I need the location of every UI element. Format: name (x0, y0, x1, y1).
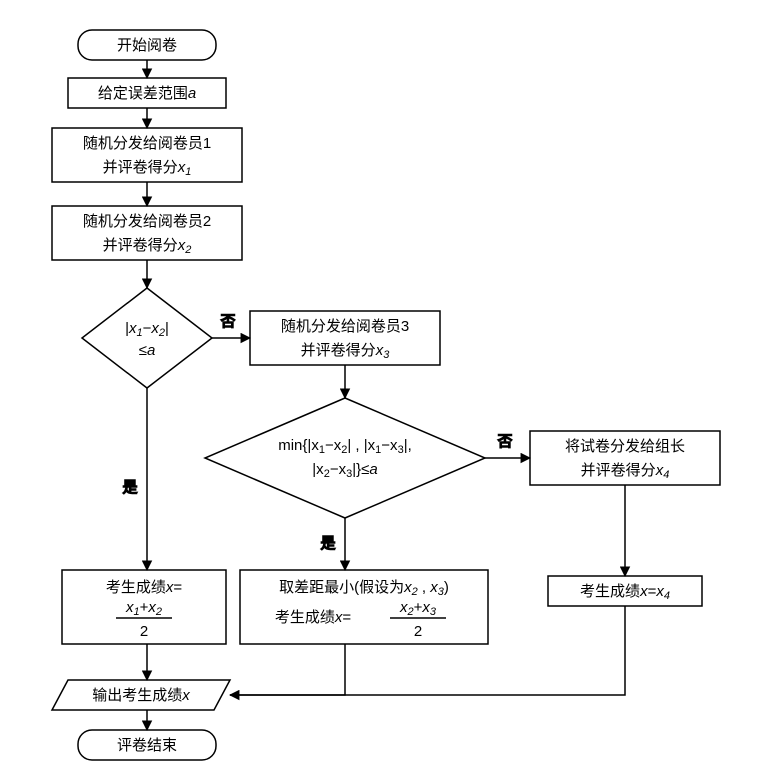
node-res2-l1: 取差距最小(假设为x2 , x3) (279, 579, 449, 598)
node-out-l1: 输出考生成绩x (92, 687, 190, 704)
node-res2-l2a: 考生成绩x= (275, 609, 352, 626)
node-res1-l1: 考生成绩x= (106, 579, 183, 596)
node-leader: 将试卷分发给组长 并评卷得分x4 (530, 431, 720, 485)
node-r3-l2: 并评卷得分x3 (301, 342, 391, 361)
node-reviewer-3: 随机分发给阅卷员3 并评卷得分x3 (250, 311, 440, 365)
edge-res2-out (230, 644, 345, 695)
node-given-a-label: 给定误差范围a (98, 85, 196, 102)
node-r1-l1: 随机分发给阅卷员1 (83, 135, 211, 152)
node-res3-l1: 考生成绩x=x4 (580, 583, 670, 602)
node-output: 输出考生成绩x (52, 680, 230, 710)
node-r2-l1: 随机分发给阅卷员2 (83, 213, 211, 230)
node-r1-l2: 并评卷得分x1 (103, 159, 192, 178)
node-reviewer-2: 随机分发给阅卷员2 并评卷得分x2 (52, 206, 242, 260)
node-r2-l2: 并评卷得分x2 (103, 237, 192, 256)
label-d2-yes: 是 (320, 535, 335, 552)
node-d1-l2: ≤a (139, 342, 156, 359)
node-ld-l2: 并评卷得分x4 (581, 462, 670, 481)
node-diamond-1: |x1−x2| ≤a (82, 288, 212, 388)
node-start: 开始阅卷 (78, 30, 216, 60)
label-d1-no: 否 (220, 313, 235, 330)
node-diamond-2: min{|x1−x2| , |x1−x3|, |x2−x3|}≤a (205, 398, 485, 518)
node-reviewer-1: 随机分发给阅卷员1 并评卷得分x1 (52, 128, 242, 182)
node-result-2: 取差距最小(假设为x2 , x3) 考生成绩x= x2+x3 2 (240, 570, 488, 644)
node-result-3: 考生成绩x=x4 (548, 576, 702, 606)
node-end-label: 评卷结束 (117, 737, 177, 754)
node-d2-l2: |x2−x3|}≤a (312, 461, 377, 480)
node-given-a: 给定误差范围a (68, 78, 226, 108)
node-res1-den: 2 (140, 623, 148, 640)
label-d1-yes: 是 (122, 479, 137, 496)
node-result-1: 考生成绩x= x1+x2 2 (62, 570, 226, 644)
node-res2-den: 2 (414, 623, 422, 640)
node-ld-l1: 将试卷分发给组长 (565, 438, 685, 455)
node-end: 评卷结束 (78, 730, 216, 760)
node-start-label: 开始阅卷 (117, 37, 177, 54)
label-d2-no: 否 (497, 433, 512, 450)
node-r3-l1: 随机分发给阅卷员3 (281, 318, 409, 335)
